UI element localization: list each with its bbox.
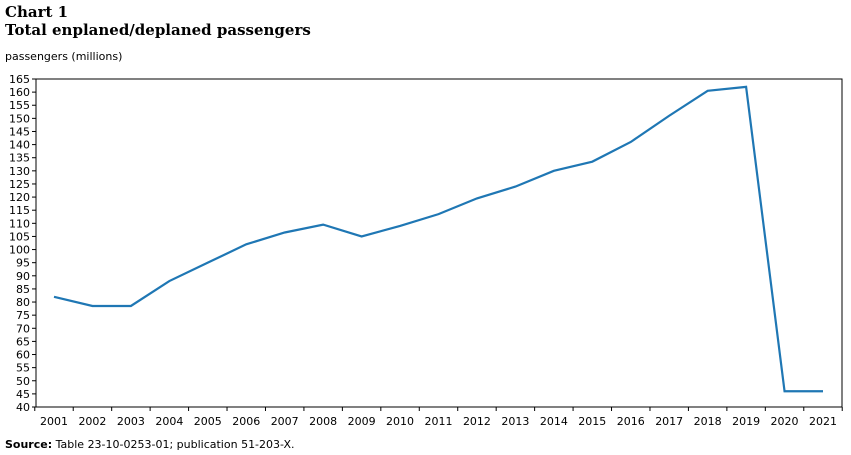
x-tick-label: 2004 — [155, 415, 183, 428]
y-tick-label: 45 — [16, 388, 30, 401]
x-tick-label: 2007 — [271, 415, 299, 428]
y-tick-label: 55 — [16, 362, 30, 375]
y-tick-label: 70 — [16, 322, 30, 335]
x-tick-label: 2020 — [771, 415, 799, 428]
y-tick-label: 50 — [16, 375, 30, 388]
series-line — [53, 85, 823, 393]
y-tick-label: 145 — [9, 125, 30, 138]
x-tick-label: 2018 — [694, 415, 722, 428]
y-tick-label: 130 — [9, 165, 30, 178]
y-tick-label: 40 — [16, 401, 30, 414]
y-tick-label: 125 — [9, 178, 30, 191]
plot-area-frame — [35, 78, 843, 408]
x-tick-label: 2021 — [809, 415, 837, 428]
x-tick-label: 2015 — [578, 415, 606, 428]
x-tick-label: 2002 — [78, 415, 106, 428]
x-tick-label: 2016 — [617, 415, 645, 428]
y-tick-label: 165 — [9, 73, 30, 86]
y-tick-label: 80 — [16, 296, 30, 309]
x-tick-label: 2014 — [540, 415, 568, 428]
x-tick-label: 2008 — [309, 415, 337, 428]
series-layer — [53, 85, 824, 393]
source-note: Source: Table 23-10-0253-01; publication… — [5, 438, 294, 451]
y-tick-label: 150 — [9, 112, 30, 125]
y-axis-unit-label: passengers (millions) — [5, 50, 123, 63]
x-axis: 2001 2002 2003 2004 2005 2006 2007 2008 2009 2010… — [34, 407, 843, 428]
y-tick-label: 160 — [9, 86, 30, 99]
x-tick-label: 2006 — [232, 415, 260, 428]
x-tick-label: 2009 — [348, 415, 376, 428]
y-tick-label: 135 — [9, 152, 30, 165]
y-axis: 4045505560657075808590951001051101151201… — [9, 73, 36, 414]
y-tick-label: 120 — [9, 191, 30, 204]
source-label: Source: — [5, 438, 53, 451]
y-tick-label: 95 — [16, 257, 30, 270]
y-tick-label: 115 — [9, 204, 30, 217]
x-tick-label: 2013 — [501, 415, 529, 428]
x-tick-label: 2011 — [425, 415, 453, 428]
x-tick-label: 2005 — [194, 415, 222, 428]
y-tick-label: 100 — [9, 244, 30, 257]
y-tick-label: 75 — [16, 309, 30, 322]
chart-title: Total enplaned/deplaned passengers — [5, 21, 311, 39]
x-tick-label: 2012 — [463, 415, 491, 428]
x-tick-label: 2019 — [732, 415, 760, 428]
x-tick-label: 2001 — [40, 415, 68, 428]
source-text: Table 23-10-0253-01; publication 51-203-… — [52, 438, 295, 451]
x-tick-label: 2010 — [386, 415, 414, 428]
x-tick-label: 2003 — [117, 415, 145, 428]
y-tick-label: 155 — [9, 99, 30, 112]
chart-number: Chart 1 — [5, 3, 69, 21]
y-tick-label: 85 — [16, 283, 30, 296]
y-tick-label: 90 — [16, 270, 30, 283]
x-tick-label: 2017 — [655, 415, 683, 428]
y-tick-label: 140 — [9, 139, 30, 152]
y-tick-label: 60 — [16, 349, 30, 362]
y-tick-label: 65 — [16, 335, 30, 348]
y-tick-label: 110 — [9, 217, 30, 230]
y-tick-label: 105 — [9, 230, 30, 243]
